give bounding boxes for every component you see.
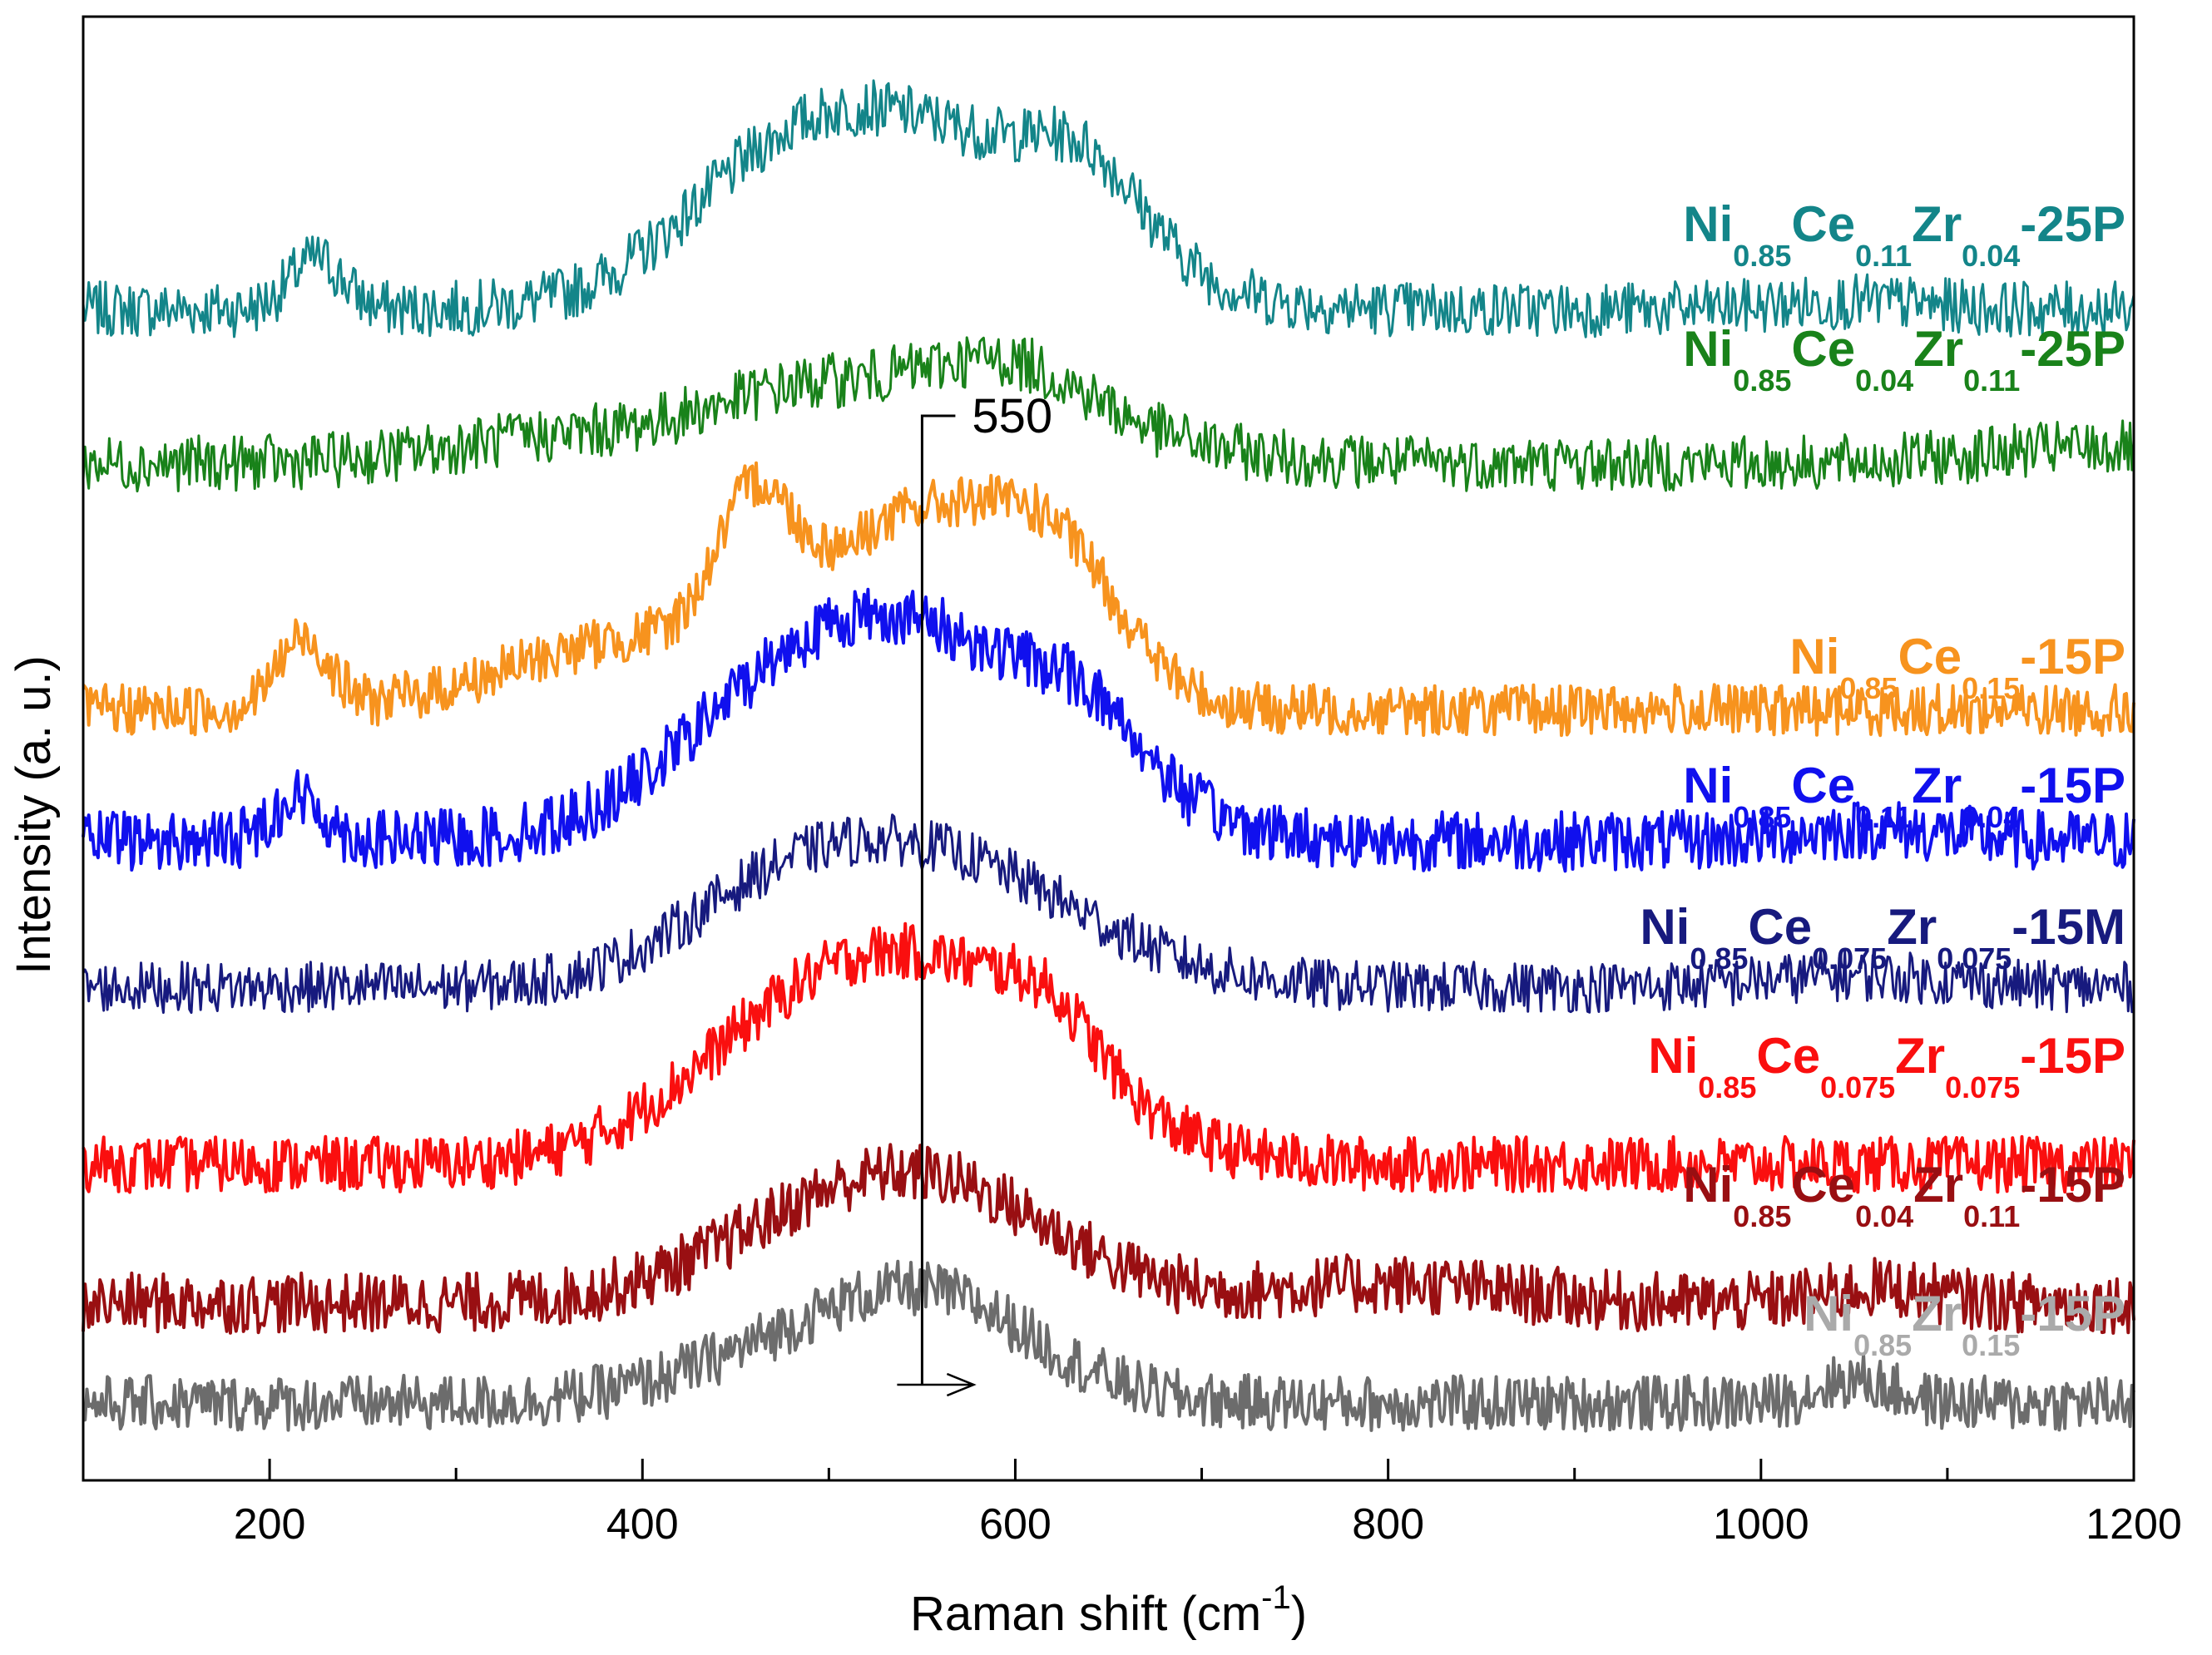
series-label-subscript: 0.85	[1698, 1070, 1756, 1104]
series-label-text: Ce	[1898, 629, 1962, 684]
x-axis-title-text: Raman shift (cm	[910, 1587, 1261, 1641]
series-label-text: Zr	[1913, 321, 1963, 377]
series-label-text: -15P	[2020, 1028, 2125, 1084]
x-axis-ticks: 200 400 600 800 1000 1200	[82, 1459, 2182, 1549]
series-label-text: -15P	[2020, 629, 2125, 684]
peak-marker-line	[920, 414, 956, 1385]
series-label-subscript: 0.85	[1839, 671, 1898, 705]
series-label-subscript: 0.85	[1733, 800, 1791, 834]
series-label-subscript: 0.04	[1855, 363, 1913, 398]
series-line-2	[82, 461, 2135, 738]
x-axis-title-close: )	[1291, 1587, 1307, 1641]
series-label-text: Ni	[1648, 1028, 1698, 1084]
series-label-text: Zr	[1912, 196, 1962, 252]
series-label-7: Ni0.85Zr0.15-15P	[1804, 1286, 2125, 1362]
series-label-text: Ce	[1791, 1157, 1855, 1213]
series-label-0: Ni0.85Ce0.11Zr0.04-25P	[1683, 196, 2125, 273]
series-label-text: Ce	[1756, 1028, 1820, 1084]
series-label-subscript: 0.04	[1855, 1199, 1913, 1233]
series-label-text: Zr	[1912, 1286, 1962, 1341]
series-label-text: Ni	[1640, 899, 1690, 955]
series-label-subscript: 0.11	[1963, 363, 2020, 398]
series-label-6: Ni0.85Ce0.04Zr0.11-15P	[1683, 1157, 2125, 1233]
series-label-text: Zr	[1913, 1157, 1963, 1213]
series-labels: Ni0.85Ce0.11Zr0.04-25PNi0.85Ce0.04Zr0.11…	[1640, 196, 2125, 1362]
x-axis-title-exponent: -1	[1261, 1579, 1291, 1616]
series-label-subscript: 0.15	[1962, 671, 2020, 705]
series-label-1: Ni0.85Ce0.04Zr0.11-25P	[1683, 321, 2125, 398]
series-label-text: Ni	[1804, 1286, 1853, 1341]
x-axis-title: Raman shift (cm-1)	[910, 1579, 1307, 1641]
x-tick-label: 1200	[2086, 1500, 2182, 1549]
series-line-7	[82, 1259, 2135, 1433]
plot-frame	[82, 15, 2135, 1482]
x-tick-label: 400	[606, 1500, 679, 1549]
series-label-subscript: 0.85	[1733, 1199, 1791, 1233]
series-label-2: Ni0.85Ce0.15-15P	[1789, 629, 2125, 705]
series-line-1	[82, 336, 2135, 493]
series-label-subscript: 0.11	[1855, 239, 1912, 273]
x-tick-label: 800	[1352, 1500, 1424, 1549]
series-label-text: Ce	[1791, 321, 1855, 377]
series-label-4: Ni0.85Ce0.075Zr0.075-15M	[1640, 899, 2125, 976]
series-label-subscript: 0.85	[1733, 363, 1791, 398]
x-tick-label: 1000	[1713, 1500, 1809, 1549]
series-line-3	[82, 587, 2135, 873]
series-label-subscript: 0.15	[1962, 1328, 2020, 1362]
series-label-text: -15P	[2020, 1157, 2125, 1213]
series-label-text: Ni	[1683, 758, 1733, 813]
series-label-text: Ce	[1748, 899, 1812, 955]
series-label-subscript: 0.075	[1812, 941, 1887, 976]
x-tick-label: 600	[979, 1500, 1052, 1549]
series-label-text: Ni	[1683, 196, 1733, 252]
peak-marker-arrow	[897, 1372, 977, 1397]
series-label-text: Ni	[1789, 629, 1839, 684]
annotation-layer: 550	[897, 389, 1052, 1397]
series-label-subscript: 0.85	[1733, 239, 1791, 273]
peak-marker-label: 550	[972, 389, 1052, 443]
series-label-text: Ni	[1683, 321, 1733, 377]
series-label-text: Ce	[1791, 758, 1855, 813]
series-label-subscript: 0.85	[1853, 1328, 1912, 1362]
x-tick-label: 200	[234, 1500, 306, 1549]
series-label-text: -15M	[2012, 899, 2125, 955]
series-label-text: -15P	[2020, 1286, 2125, 1341]
series-label-subscript: 0.11	[1963, 1199, 2020, 1233]
series-label-text: -25P	[2020, 321, 2125, 377]
series-label-subscript: 0.075	[1820, 1070, 1895, 1104]
series-label-text: -25P	[2020, 196, 2125, 252]
series-line-6	[82, 1143, 2135, 1335]
y-axis-title: Intensity (a. u.)	[7, 655, 61, 975]
series-label-3: Ni0.85Ce0.11Zr0.04-15P	[1683, 758, 2125, 834]
series-label-text: Zr	[1912, 758, 1962, 813]
series-label-subscript: 0.11	[1855, 800, 1912, 834]
series-label-text: Ce	[1791, 196, 1855, 252]
series-layer	[82, 79, 2135, 1433]
series-label-subscript: 0.075	[1945, 1070, 2020, 1104]
series-label-text: Zr	[1895, 1028, 1945, 1084]
series-label-text: Ni	[1683, 1157, 1733, 1213]
series-line-4	[82, 813, 2135, 1015]
series-label-text: -15P	[2020, 758, 2125, 813]
series-label-5: Ni0.85Ce0.075Zr0.075-15P	[1648, 1028, 2125, 1104]
series-line-5	[82, 921, 2135, 1194]
series-label-text: Zr	[1887, 899, 1937, 955]
series-label-subscript: 0.85	[1690, 941, 1748, 976]
series-label-subscript: 0.075	[1937, 941, 2012, 976]
series-label-subscript: 0.04	[1962, 239, 2020, 273]
series-line-0	[82, 79, 2135, 338]
series-label-subscript: 0.04	[1962, 800, 2020, 834]
